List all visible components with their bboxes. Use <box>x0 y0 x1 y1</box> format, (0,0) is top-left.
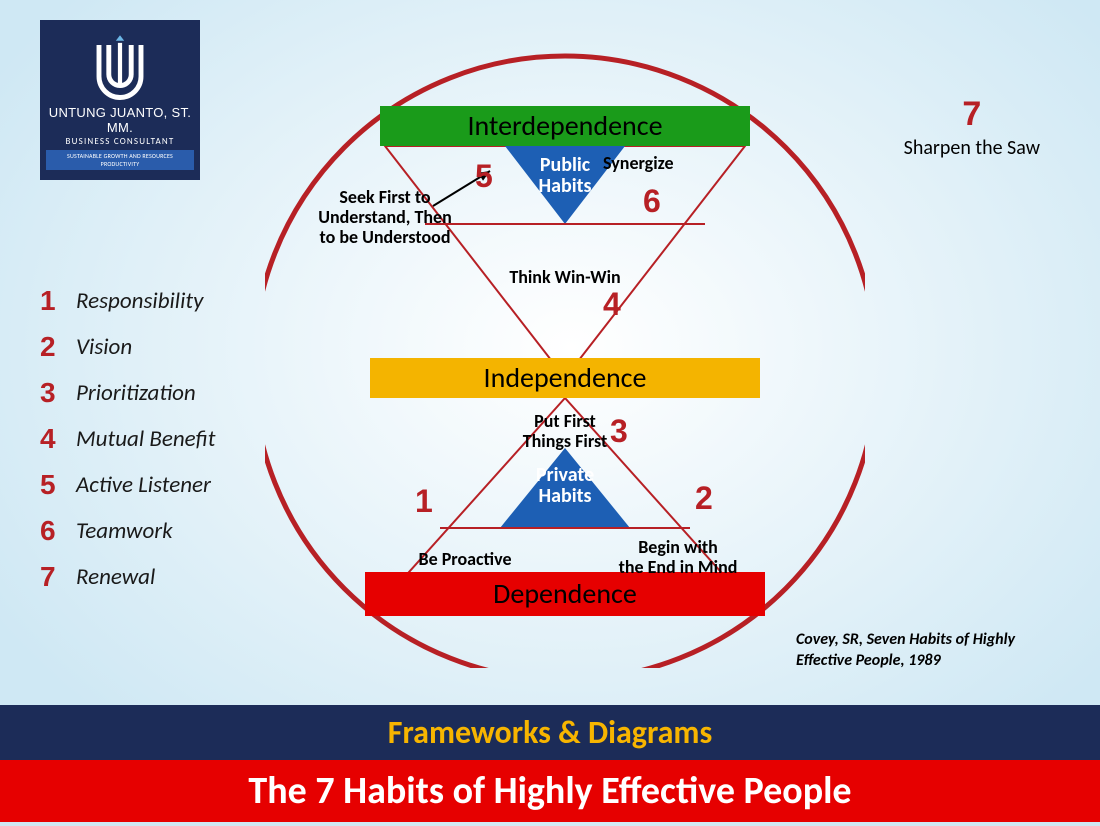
legend-num: 7 <box>40 561 66 593</box>
legend-label: Renewal <box>76 563 155 591</box>
legend-label: Prioritization <box>76 379 196 407</box>
diagram-num-2: 2 <box>695 480 713 517</box>
legend-list: 1 Responsibility 2 Vision 3 Prioritization 4 Mu… <box>40 285 215 607</box>
legend-row: 4 Mutual Benefit <box>40 423 215 455</box>
legend-row: 2 Vision <box>40 331 215 363</box>
habit-7-label: Sharpen the Saw <box>904 136 1040 160</box>
legend-num: 3 <box>40 377 66 409</box>
legend-label: Vision <box>76 333 132 361</box>
legend-label: Responsibility <box>76 287 203 315</box>
diagram-num-6: 6 <box>643 183 661 220</box>
legend-row: 5 Active Listener <box>40 469 215 501</box>
habit-7-callout: 7 Sharpen the Saw <box>904 95 1040 160</box>
legend-label: Teamwork <box>76 517 173 545</box>
legend-label: Active Listener <box>76 471 211 499</box>
habit-2-text: Begin withthe End in Mind <box>613 538 743 578</box>
habit-4-text: Think Win-Win <box>490 268 640 288</box>
logo-sub: BUSINESS CONSULTANT <box>66 136 175 147</box>
logo-tag: SUSTAINABLE GROWTH AND RESOURCES PRODUCT… <box>46 150 194 170</box>
legend-num: 5 <box>40 469 66 501</box>
habit-5-text: Seek First toUnderstand, Thento be Under… <box>305 188 465 247</box>
logo-badge: UNTUNG JUANTO, ST. MM. BUSINESS CONSULTA… <box>40 20 200 180</box>
legend-num: 6 <box>40 515 66 547</box>
habit-3-text: Put FirstThings First <box>513 412 617 452</box>
logo-mark-icon <box>85 31 155 101</box>
label-private-habits: PrivateHabits <box>525 465 605 507</box>
bar-independence: Independence <box>370 358 760 398</box>
legend-row: 6 Teamwork <box>40 515 215 547</box>
logo-name: UNTUNG JUANTO, ST. MM. <box>46 105 194 135</box>
legend-num: 1 <box>40 285 66 317</box>
bar-dependence: Dependence <box>365 572 765 616</box>
diagram-num-1: 1 <box>415 483 433 520</box>
legend-row: 1 Responsibility <box>40 285 215 317</box>
legend-row: 3 Prioritization <box>40 377 215 409</box>
diagram-num-4: 4 <box>603 286 621 323</box>
habit-7-number: 7 <box>904 95 1040 134</box>
diagram-num-5: 5 <box>475 158 493 195</box>
habits-diagram: Interdependence Independence Dependence … <box>265 28 865 668</box>
habit-6-text: Synergize <box>603 154 713 174</box>
legend-num: 4 <box>40 423 66 455</box>
legend-row: 7 Renewal <box>40 561 215 593</box>
bar-interdependence: Interdependence <box>380 106 750 146</box>
legend-label: Mutual Benefit <box>76 425 215 453</box>
band-title: The 7 Habits of Highly Effective People <box>0 760 1100 822</box>
habit-1-text: Be Proactive <box>405 550 525 570</box>
band-frameworks: Frameworks & Diagrams <box>0 705 1100 760</box>
label-public-habits: PublicHabits <box>528 155 602 197</box>
legend-num: 2 <box>40 331 66 363</box>
